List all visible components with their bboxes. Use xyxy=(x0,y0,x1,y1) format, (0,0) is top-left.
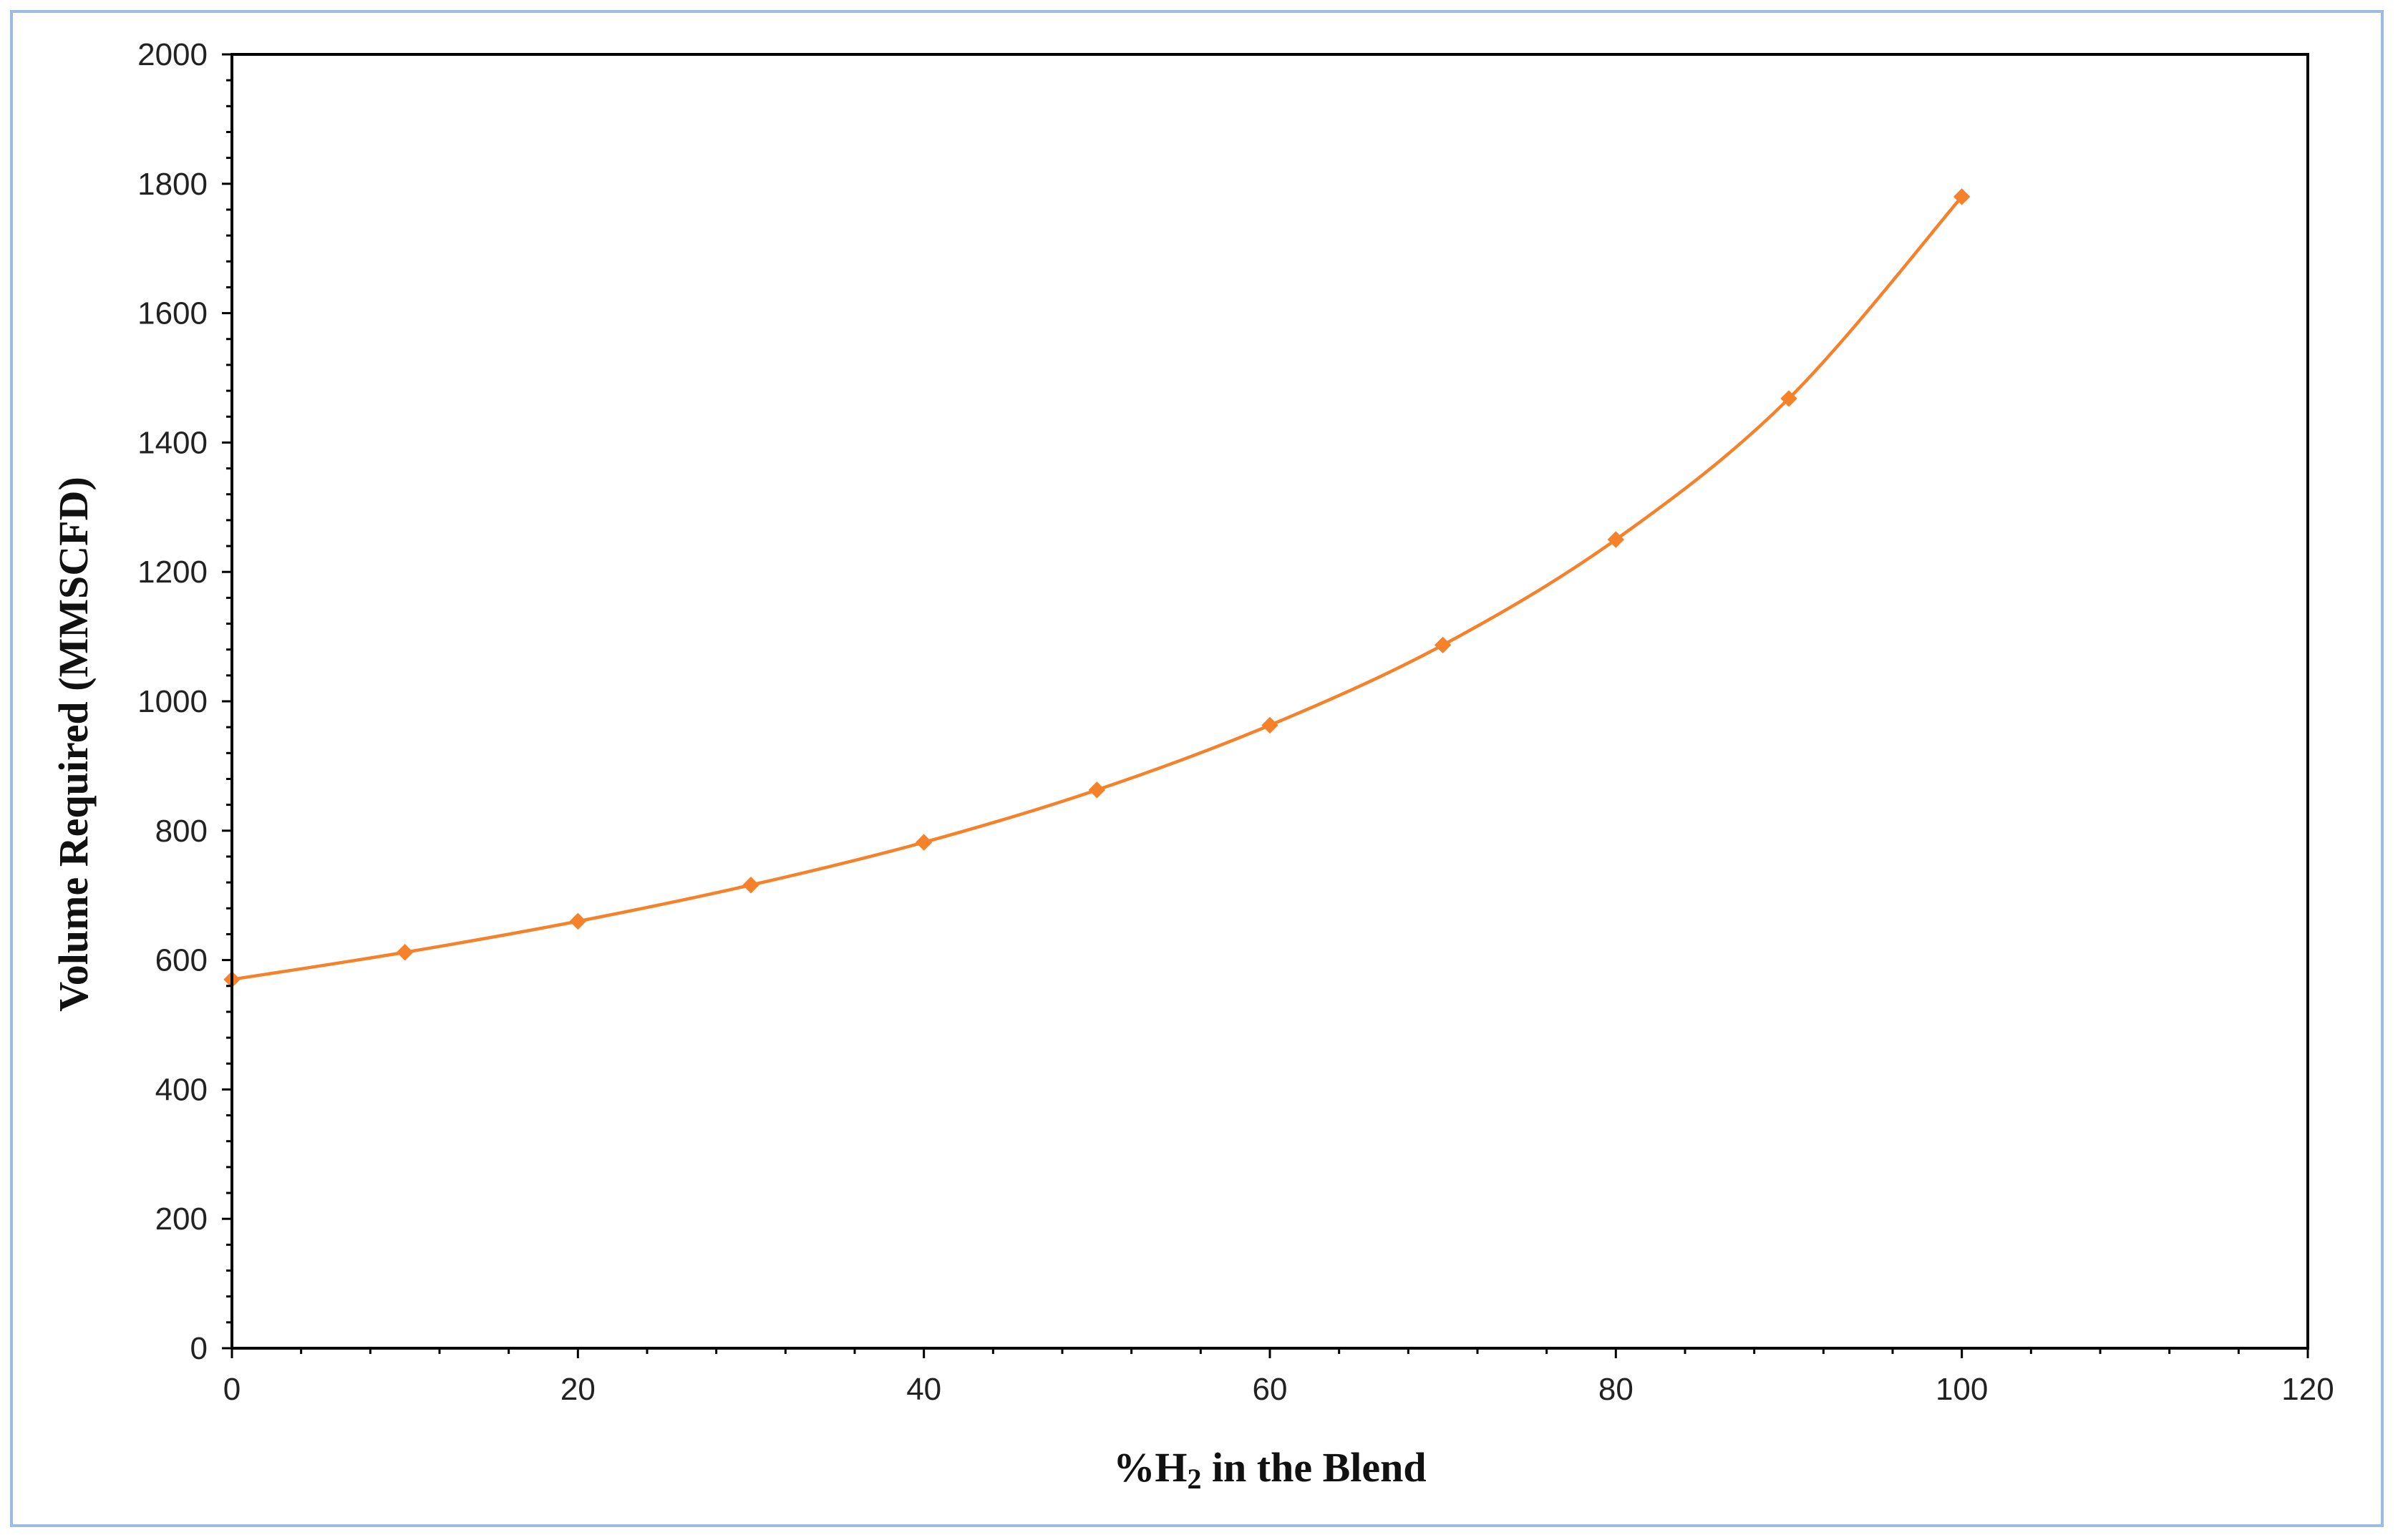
plot-border xyxy=(230,53,2309,1350)
y-tick-label: 800 xyxy=(155,814,208,849)
y-tick-label: 200 xyxy=(155,1202,208,1237)
plot-marks xyxy=(223,188,1971,988)
data-point xyxy=(569,912,587,930)
x-tick-label: 120 xyxy=(2281,1372,2334,1407)
x-tick-label: 0 xyxy=(223,1372,241,1407)
data-point xyxy=(1434,636,1452,654)
y-tick-label: 600 xyxy=(155,943,208,978)
x-tick-label: 80 xyxy=(1598,1372,1634,1407)
x-axis-title: %H2 in the Blend xyxy=(1113,1444,1426,1495)
y-axis-title: Volume Required (MMSCFD) xyxy=(50,477,97,1012)
y-tick-label: 1800 xyxy=(137,167,208,202)
y-tick-label: 400 xyxy=(155,1072,208,1107)
x-tick-label: 20 xyxy=(560,1372,596,1407)
x-tick-label: 100 xyxy=(1936,1372,1988,1407)
axes xyxy=(230,53,2309,1350)
x-tick-label: 40 xyxy=(906,1372,941,1407)
y-tick-label: 1000 xyxy=(137,684,208,719)
y-tick-label: 2000 xyxy=(137,37,208,72)
y-tick-label: 1600 xyxy=(137,296,208,331)
x-tick-label: 60 xyxy=(1253,1372,1288,1407)
figure-frame: 0 20 40 60 80 100 120 0 200 400 600 800 1000 1200 1400… xyxy=(10,10,2384,1527)
line-chart: 0 20 40 60 80 100 1200200400600800100012001400… xyxy=(50,37,2334,1495)
data-point xyxy=(1607,531,1625,548)
y-tick-label: 0 xyxy=(190,1331,208,1366)
data-point xyxy=(742,877,759,894)
data-point xyxy=(1780,390,1797,407)
data-point xyxy=(396,944,414,961)
data-point xyxy=(1953,188,1971,205)
data-point xyxy=(1088,781,1106,799)
data-point xyxy=(915,834,933,851)
y-tick-label: 1400 xyxy=(137,425,208,460)
ticks xyxy=(222,53,2309,1358)
series-line xyxy=(231,195,1963,981)
y-tick-label: 1200 xyxy=(137,555,208,590)
tick-labels: 0 20 40 60 80 100 1200200400600800100012001400… xyxy=(137,37,2334,1407)
data-point xyxy=(1261,716,1278,734)
